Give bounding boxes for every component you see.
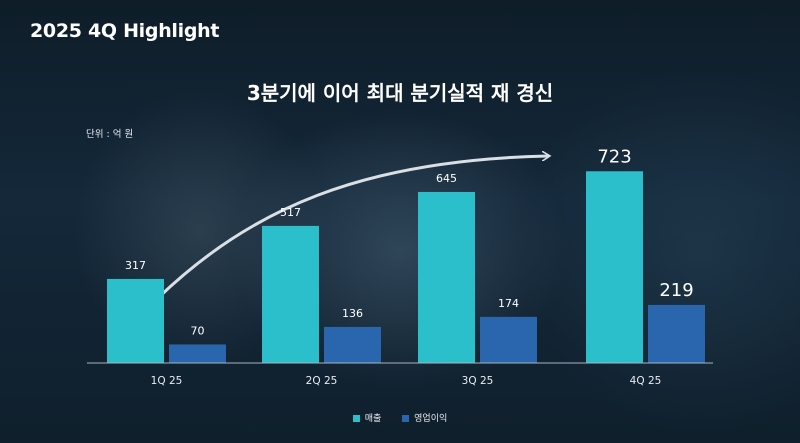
legend-swatch-operating-profit — [402, 415, 410, 422]
x-tick-label-1: 1Q 25 — [151, 375, 183, 387]
bar-operating-profit-3 — [480, 316, 537, 363]
legend: 매출 영업이익 — [0, 411, 800, 424]
data-label-operating-profit-4: 219 — [659, 280, 693, 301]
data-label-sales-1: 317 — [125, 259, 146, 272]
bar-operating-profit-1 — [169, 344, 226, 363]
page-title: 2025 4Q Highlight — [30, 20, 220, 42]
growth-arrow — [156, 156, 548, 300]
x-tick-label-3: 3Q 25 — [462, 375, 494, 387]
bar-sales-4 — [586, 171, 643, 363]
x-tick-label-4: 4Q 25 — [630, 375, 662, 387]
bar-operating-profit-4 — [648, 304, 705, 363]
legend-swatch-sales — [352, 415, 360, 422]
data-label-sales-3: 645 — [436, 172, 457, 185]
data-label-sales-4: 723 — [597, 146, 631, 167]
data-label-operating-profit-1: 70 — [191, 324, 205, 337]
bar-operating-profit-2 — [324, 326, 381, 363]
legend-label-operating-profit: 영업이익 — [414, 414, 448, 424]
legend-item-operating-profit: 영업이익 — [402, 411, 447, 424]
bar-sales-2 — [262, 225, 319, 363]
data-label-operating-profit-2: 136 — [342, 307, 363, 320]
x-tick-label-2: 2Q 25 — [306, 375, 338, 387]
legend-label-sales: 매출 — [364, 414, 382, 424]
bar-sales-3 — [418, 191, 475, 363]
unit-label: 단위 : 억 원 — [86, 129, 134, 140]
legend-item-sales: 매출 — [352, 411, 382, 424]
bar-sales-1 — [107, 278, 164, 363]
data-label-operating-profit-3: 174 — [498, 297, 519, 310]
chart-title: 3분기에 이어 최대 분기실적 재 경신 — [246, 81, 554, 105]
data-label-sales-2: 517 — [280, 206, 301, 219]
